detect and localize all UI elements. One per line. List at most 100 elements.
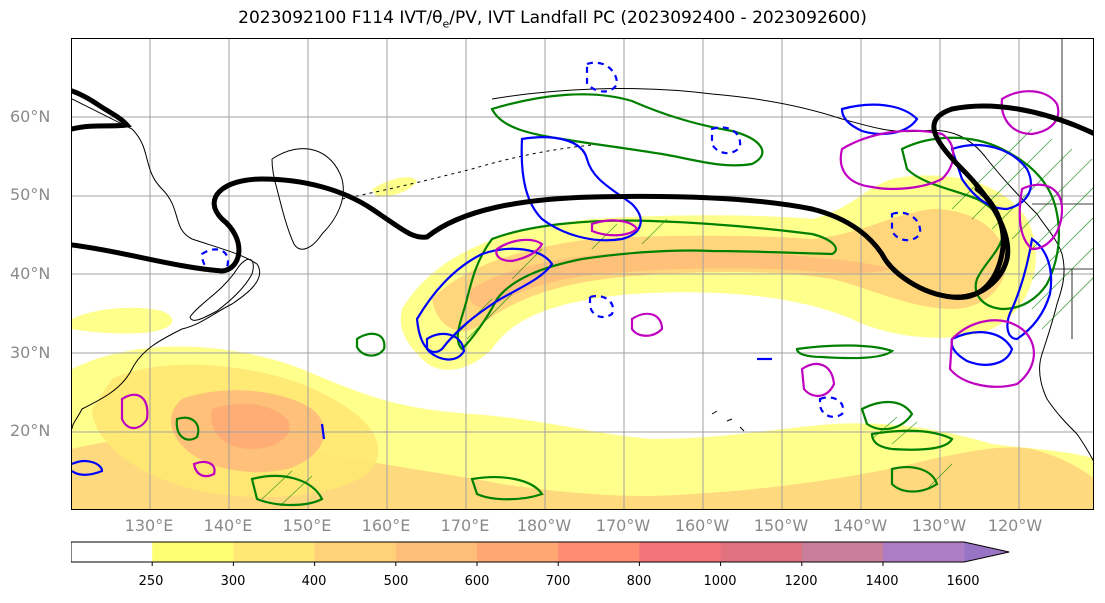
pc-positive-alaska: [490, 93, 764, 167]
border-usa-canada: [1032, 39, 1093, 339]
pv-contour-coast-south: [948, 319, 1036, 388]
ivt-shading: [72, 175, 1093, 509]
pc-negative-dashed-5: [818, 396, 845, 418]
hatch-south: [261, 416, 953, 505]
ivt-patch-north: [372, 177, 417, 197]
ivt-landfall-contour: [72, 88, 1093, 300]
colorbar-outline: [71, 541, 1010, 563]
colorbar-label-800: 800: [626, 574, 652, 589]
ivt-blob-west-peak: [211, 403, 290, 449]
hatch-east: [951, 128, 1093, 330]
pv-contour-east-north: [839, 129, 955, 191]
lon-label-140w: 140°W: [832, 516, 888, 535]
pc-positive-south-4: [470, 476, 544, 501]
pc-positive-south-2: [870, 429, 954, 451]
ivt-ar-band-core: [469, 250, 892, 308]
lon-label-180w: 180°W: [516, 516, 572, 535]
lon-label-120w: 120°W: [987, 516, 1043, 535]
coastline-asia-east: [72, 98, 260, 430]
lat-label-60n: 60°N: [10, 107, 51, 126]
pc-negative-dashed-2: [710, 126, 742, 155]
pv-contour-ar: [495, 238, 544, 263]
title-prefix: 2023092100 F114 IVT/θ: [238, 8, 443, 28]
colorbar-segment: [801, 542, 884, 562]
coastline-aleutians: [341, 144, 593, 200]
colorbar-label-1000: 1000: [703, 574, 737, 589]
colorbar-label-250: 250: [138, 574, 164, 589]
pc-hatching: [261, 128, 1093, 505]
map-canvas: [72, 39, 1093, 509]
lon-label-170e: 170°E: [440, 516, 490, 535]
pc-negative-east-1: [840, 103, 919, 135]
pv-contours: [120, 90, 1064, 478]
colorbar-segment: [477, 542, 559, 562]
colorbar-segment: [152, 542, 234, 562]
colorbar-segment: [314, 542, 397, 562]
pc-negative-ar: [415, 247, 554, 353]
pv-contour-west: [120, 393, 149, 430]
pc-negative-contours: [72, 61, 1053, 476]
colorbar-segment: [883, 542, 965, 562]
ivt-ar-band-mid: [432, 209, 1007, 331]
pc-negative-coast: [1006, 237, 1053, 341]
map-panel[interactable]: [71, 38, 1094, 510]
colorbar-label-300: 300: [220, 574, 246, 589]
coastline-kamchatka: [271, 148, 344, 250]
lon-label-160e: 160°E: [361, 516, 411, 535]
pc-negative-dashed-3: [890, 211, 922, 242]
colorbar-label-700: 700: [545, 574, 571, 589]
pc-positive-west-2: [175, 416, 200, 441]
ivt-contour-main: [72, 103, 1093, 300]
pc-negative-coast-south: [950, 331, 1014, 366]
pc-negative-north-pacific: [520, 136, 642, 242]
pv-contour-southwest: [192, 460, 216, 478]
pc-negative-blob-2: [72, 460, 104, 476]
lat-label-20n: 20°N: [10, 421, 51, 440]
colorbar-segment: [71, 542, 153, 562]
colorbar-segment: [233, 542, 316, 562]
colorbar-segment: [395, 542, 478, 562]
lon-label-150e: 150°E: [282, 516, 332, 535]
pc-negative-dashed-4: [588, 294, 615, 319]
pc-negative-japan: [200, 248, 230, 273]
colorbar-label-1600: 1600: [946, 574, 980, 589]
pc-positive-hawaii: [860, 401, 914, 431]
colorbar-segment: [558, 542, 640, 562]
pc-negative-ar-upper: [425, 332, 466, 361]
pv-contour-coast-east: [1018, 183, 1064, 251]
lon-label-150w: 150°W: [753, 516, 809, 535]
pv-contour-hawaii: [800, 362, 836, 397]
pc-positive-south-3: [250, 474, 324, 507]
ivt-patch-coast: [72, 307, 173, 334]
lon-label-140e: 140°E: [203, 516, 253, 535]
pc-positive-east-south: [890, 466, 939, 493]
pc-positive-ar: [456, 219, 837, 351]
pv-contour-top-right: [1000, 90, 1060, 136]
coastline-japan: [189, 259, 254, 321]
lat-label-30n: 30°N: [10, 343, 51, 362]
lon-label-160w: 160°W: [674, 516, 730, 535]
title-subscript: e: [442, 17, 450, 31]
ivt-contour-coast-loop: [949, 186, 1006, 300]
pv-contour-center: [630, 312, 664, 337]
ivt-colorbar: [71, 541, 1010, 566]
pc-negative-dashed-1: [585, 61, 619, 93]
pc-negative-blob-3: [320, 423, 326, 440]
lon-label-130w: 130°W: [911, 516, 967, 535]
colorbar-label-400: 400: [301, 574, 327, 589]
colorbar-label-1200: 1200: [784, 574, 818, 589]
lat-label-50n: 50°N: [10, 185, 51, 204]
graticule: [72, 39, 1093, 509]
colorbar-segment: [639, 542, 722, 562]
coastline-north-america-west: [1036, 213, 1093, 462]
colorbar-label-500: 500: [383, 574, 409, 589]
coastline-hawaii: [711, 410, 745, 432]
colorbar-label-1400: 1400: [865, 574, 899, 589]
pc-positive-west-1: [355, 332, 386, 357]
pc-positive-south-1: [795, 344, 895, 360]
lat-label-40n: 40°N: [10, 264, 51, 283]
ivt-contour-north: [72, 88, 132, 132]
pv-contour-ar-east: [590, 219, 639, 237]
colorbar-label-600: 600: [464, 574, 490, 589]
map-title: 2023092100 F114 IVT/θe/PV, IVT Landfall …: [0, 8, 1105, 30]
